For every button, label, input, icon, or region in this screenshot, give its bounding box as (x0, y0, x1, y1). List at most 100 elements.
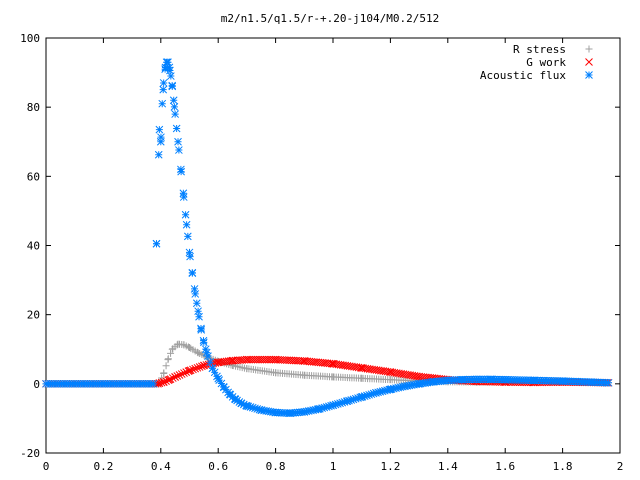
data-point (152, 239, 161, 248)
data-point (177, 370, 186, 378)
legend-marker (585, 58, 593, 66)
data-point (380, 386, 389, 395)
data-point (193, 363, 202, 372)
data-point (206, 360, 215, 368)
data-point (179, 193, 188, 201)
data-point (201, 345, 210, 354)
data-point (587, 378, 596, 386)
data-point (156, 137, 165, 146)
data-point (149, 379, 158, 388)
data-point (383, 386, 391, 395)
y-tick-label: 100 (20, 32, 40, 45)
x-tick-label: 0.8 (266, 460, 286, 473)
data-point (367, 390, 376, 399)
data-point (376, 387, 385, 396)
data-point (191, 290, 200, 298)
data-point (257, 406, 266, 414)
data-point (239, 400, 248, 409)
data-point (429, 377, 438, 386)
data-point (243, 355, 251, 364)
x-tick-label: 1 (330, 460, 337, 473)
data-point (167, 349, 175, 357)
y-tick-label: 0 (33, 378, 40, 391)
data-point (191, 364, 200, 373)
legend-label: R stress (513, 43, 566, 56)
data-point (194, 307, 202, 316)
data-point (604, 378, 613, 387)
data-point (188, 269, 197, 278)
data-point (171, 373, 180, 381)
data-point (318, 404, 327, 413)
data-point (194, 349, 202, 357)
series-acoustic-flux (42, 58, 613, 418)
data-point (243, 365, 251, 373)
legend-label: Acoustic flux (480, 69, 566, 82)
data-point (183, 232, 192, 241)
data-point (363, 391, 371, 400)
data-point (195, 363, 204, 371)
legend-marker (585, 71, 593, 79)
data-point (248, 403, 257, 412)
data-point (271, 408, 280, 417)
y-tick-label: 40 (27, 240, 40, 253)
data-point (206, 358, 215, 367)
data-point (243, 402, 251, 410)
data-point (166, 72, 175, 80)
data-point (168, 82, 177, 91)
data-point (558, 377, 567, 385)
x-tick-label: 0.6 (208, 460, 228, 473)
legend-marker (585, 45, 593, 53)
data-point (169, 96, 178, 105)
data-point (322, 403, 331, 411)
chart-title: m2/n1.5/q1.5/r-+.20-j104/M0.2/512 (221, 12, 440, 25)
data-point (246, 403, 255, 411)
data-point (343, 397, 352, 405)
data-point (530, 376, 538, 385)
data-point (351, 394, 360, 403)
data-point (228, 356, 237, 365)
data-point (210, 368, 219, 377)
data-point (173, 372, 182, 380)
data-point (365, 390, 374, 399)
data-point (354, 394, 362, 402)
data-point (331, 400, 340, 409)
y-tick-label: 20 (27, 309, 40, 322)
data-point (180, 341, 188, 349)
data-point (164, 58, 172, 67)
x-tick-label: 1.6 (495, 460, 515, 473)
data-point (300, 357, 309, 365)
data-point (174, 137, 182, 146)
data-point (170, 103, 179, 111)
x-tick-label: 0 (43, 460, 50, 473)
data-point (286, 409, 294, 418)
data-point (214, 374, 223, 383)
data-point (472, 375, 481, 384)
data-point (181, 210, 190, 219)
data-point (213, 372, 221, 381)
data-point (225, 390, 234, 399)
data-point (186, 344, 193, 352)
data-point (320, 403, 329, 412)
x-tick-label: 1.2 (380, 460, 400, 473)
data-point (329, 401, 337, 410)
data-point (272, 369, 280, 377)
data-point (217, 379, 226, 388)
data-point (251, 404, 259, 413)
data-point (159, 378, 168, 386)
data-point (175, 146, 183, 154)
data-point (168, 345, 176, 353)
data-point (231, 395, 240, 404)
data-point (347, 396, 356, 404)
data-point (329, 373, 337, 381)
data-point (415, 379, 423, 388)
data-point (501, 375, 510, 384)
data-point (443, 376, 452, 385)
data-point (253, 405, 262, 413)
data-point (185, 248, 194, 257)
x-tick-label: 2 (617, 460, 624, 473)
data-point (357, 364, 366, 372)
data-point (314, 405, 323, 413)
